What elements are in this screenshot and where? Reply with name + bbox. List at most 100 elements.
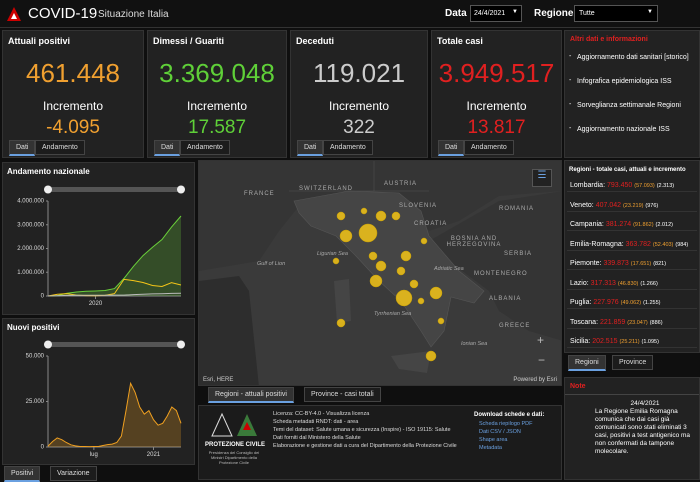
legend-button[interactable]: ☰ <box>532 169 552 187</box>
region-row: Emilia-Romagna: 363.782 (52.403) (984) <box>567 240 697 251</box>
map-label: Ionian Sea <box>461 341 488 347</box>
link[interactable]: Aggiornamento nazionale ISS <box>577 126 670 133</box>
tab[interactable]: Dati <box>154 140 181 156</box>
map-label: GREECE <box>499 323 531 329</box>
date-select[interactable]: 24/4/2021 ▼ <box>470 5 522 22</box>
region-increment: (1.255) <box>643 300 661 306</box>
x-tick-label: lug <box>90 452 98 458</box>
region-active: (23.047) <box>627 319 648 326</box>
link-bullet: - <box>569 77 572 84</box>
slider-handle <box>177 340 185 349</box>
region-active: (57.093) <box>634 183 655 189</box>
region-total: 221.859 <box>599 318 626 326</box>
link[interactable]: Sorveglianza settimanale Regioni <box>577 102 681 109</box>
region-increment: (976) <box>645 202 659 209</box>
region-row: Sicilia: 202.515 (25.211) (1.095) <box>567 337 697 348</box>
region-total: 202.515 <box>592 338 618 345</box>
area <box>48 383 181 447</box>
tab[interactable]: Regioni - attuali positivi <box>208 387 294 403</box>
region-increment: (2.012) <box>655 222 673 228</box>
region-row: Campania: 381.274 (91.862) (2.012) <box>567 220 697 231</box>
kpi-value: 119.021 <box>312 58 406 88</box>
region-name: Emilia-Romagna: <box>570 240 624 248</box>
download-title: Download schede e dati: <box>474 412 545 418</box>
tab[interactable]: Province - casi totali <box>304 387 381 402</box>
download-link[interactable]: Shape area <box>479 437 508 443</box>
kpi-value: 3.369.048 <box>159 58 275 88</box>
tab[interactable]: Province <box>612 355 654 370</box>
tab[interactable]: Dati <box>9 140 36 156</box>
kpi-increment: 322 <box>343 117 375 138</box>
y-tick-label: 0 <box>41 294 45 300</box>
chart: 0 25.000 50.000 lug 2021 <box>26 340 185 458</box>
header: COVID-19 Situazione Italia Data 24/4/202… <box>0 0 700 28</box>
link-bullet: - <box>569 125 572 132</box>
region-row: Lazio: 317.313 (46.830) (1.266) <box>567 279 697 290</box>
link-bullet: - <box>569 53 572 60</box>
map-label: Ligurian Sea <box>317 251 348 257</box>
region-name: Campania: <box>570 221 604 228</box>
region-active: (17.651) <box>630 261 652 267</box>
chart-title: Andamento nazionale <box>7 167 90 176</box>
download-link[interactable]: Metadata <box>479 445 502 451</box>
map-label: ROMANIA <box>499 206 535 212</box>
map-label: Gulf of Lion <box>257 261 286 267</box>
region-row: Lombardia: 793.450 (57.093) (2.313) <box>567 181 697 192</box>
kpi-label: Deceduti <box>296 36 335 46</box>
line <box>47 292 182 297</box>
region-select[interactable]: Tutte ▼ <box>574 5 658 22</box>
kpi-increment-label: Incremento <box>186 99 248 113</box>
map-label: BOSNIA AND HERZEGOVINA <box>446 236 502 248</box>
y-tick-label: 3.000.000 <box>17 222 44 228</box>
tab[interactable]: Andamento <box>35 140 85 155</box>
region-active: (46.830) <box>617 280 639 287</box>
tab[interactable]: Andamento <box>180 140 230 155</box>
region-row: Puglia: 227.976 (49.062) (1.255) <box>567 298 697 309</box>
range-slider <box>48 187 181 192</box>
map-label: ALBANIA <box>489 296 522 302</box>
region-name: Piemonte: <box>570 260 602 267</box>
chart-panel: Nuovi positivi 0 25.000 50.000 lug 2021 <box>2 318 195 465</box>
tab[interactable]: Regioni <box>568 355 606 371</box>
region-total: 363.782 <box>625 240 651 248</box>
links-panel: Altri dati e informazioni - Aggiornamento… <box>564 30 700 158</box>
tab[interactable]: Dati <box>438 140 465 156</box>
tab[interactable]: Andamento <box>323 140 373 155</box>
tab[interactable]: Dati <box>297 140 324 156</box>
link[interactable]: Aggiornamento dati sanitari [storico] <box>577 54 689 61</box>
region-name: Veneto: <box>570 201 594 209</box>
region-active: (49.062) <box>620 300 642 306</box>
link[interactable]: Infografica epidemiologica ISS <box>577 78 672 85</box>
chart-panel: Andamento nazionale 0 1.000.000 2.000.000 3… <box>2 162 195 315</box>
kpi-label: Totale casi <box>437 36 483 46</box>
kpi-label: Dimessi / Guariti <box>153 36 225 46</box>
tab[interactable]: Variazione <box>50 466 97 481</box>
kpi-increment: 13.817 <box>467 117 526 138</box>
region-active: (25.211) <box>619 339 640 345</box>
kpi-increment-label: Incremento <box>42 99 104 113</box>
download-link[interactable]: Dati CSV / JSON <box>479 429 521 435</box>
note-text: La Regione Emilia Romagna comunica che d… <box>595 408 691 455</box>
y-tick-label: 25.000 <box>26 399 45 405</box>
region-total: 227.976 <box>593 299 619 306</box>
tab[interactable]: Andamento <box>464 140 514 155</box>
logo-subtitle: Presidenza del Consiglio dei Ministri Di… <box>208 450 260 465</box>
info-line: Dati forniti dal Ministero della Salute <box>273 435 361 441</box>
region-name: Puglia: <box>570 299 592 306</box>
region-name: Lazio: <box>570 279 589 287</box>
note-panel: Note 24/4/2021 La Regione Emilia Romagna… <box>564 377 700 480</box>
map-label: Tyrrhenian Sea <box>374 311 412 317</box>
region-total: 407.042 <box>595 201 622 209</box>
kpi-value: 3.949.517 <box>438 58 555 88</box>
zoom-in[interactable]: + <box>537 333 545 347</box>
logo-title: PROTEZIONE CIVILE <box>205 442 266 448</box>
download-link[interactable]: Scheda riepilogo PDF <box>479 421 533 427</box>
zoom-out[interactable]: − <box>538 353 546 367</box>
region-increment: (821) <box>653 261 667 267</box>
line <box>47 215 182 297</box>
regions-title: Regioni - totale casi, attuali e increme… <box>569 167 686 173</box>
map-label: SWITZERLAND <box>299 186 354 192</box>
slider-handle <box>44 185 52 194</box>
region-increment: (886) <box>649 319 663 326</box>
region-active: (91.862) <box>633 222 654 228</box>
